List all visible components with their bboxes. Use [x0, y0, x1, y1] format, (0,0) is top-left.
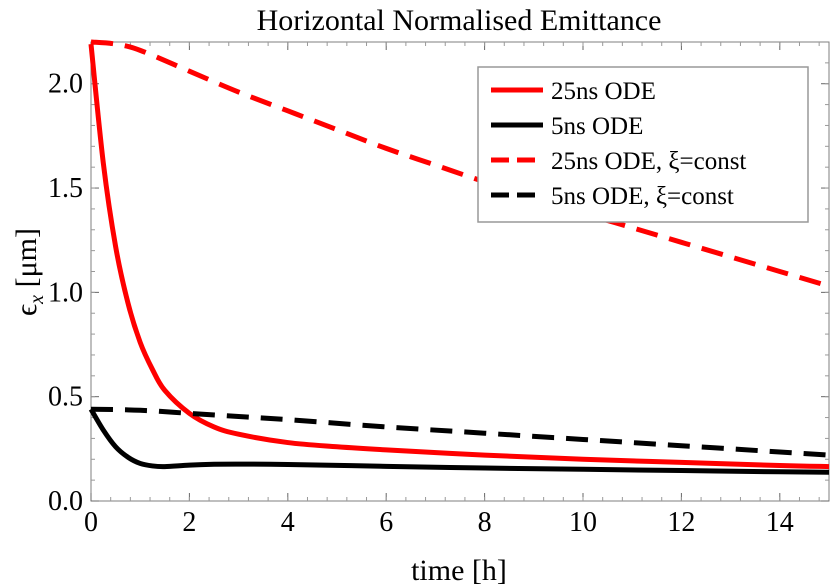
x-tick-label: 6: [379, 507, 393, 538]
y-axis-label: ϵx [μm]: [10, 228, 48, 316]
series-layer: [88, 39, 830, 475]
x-tick-label: 2: [182, 507, 196, 538]
legend-label-2: 5ns ODE: [551, 113, 643, 140]
y-tick-label: 0.0: [48, 486, 83, 517]
x-tick-label: 4: [281, 507, 295, 538]
series-line-4: [90, 406, 830, 458]
legend-label-4: 5ns ODE, ξ=const: [551, 183, 734, 210]
y-axis-label-subscript: x: [26, 295, 48, 305]
y-tick-label: 1.5: [48, 173, 83, 204]
axis-tick-labels: 0 2 4 6 8 10 12 14 0.0 0.5 1.0 1.5 2.0: [48, 69, 794, 538]
legend-label-1: 25ns ODE: [551, 78, 656, 105]
y-axis-label-unit: [μm]: [10, 228, 43, 295]
x-tick-label: 12: [667, 507, 695, 538]
y-tick-label: 1.0: [48, 277, 83, 308]
legend: 25ns ODE 5ns ODE 25ns ODE, ξ=const 5ns ODE,…: [477, 66, 809, 223]
series-line-2: [88, 407, 830, 475]
series-line-1: [88, 43, 830, 470]
series-line-3: [90, 39, 830, 289]
chart-title: Horizontal Normalised Emittance: [257, 4, 662, 37]
x-tick-label: 8: [478, 507, 492, 538]
axis-ticks: [90, 42, 829, 502]
x-tick-label: 14: [766, 507, 794, 538]
y-tick-label: 2.0: [48, 69, 83, 100]
y-axis-label-symbol: ϵ: [10, 304, 43, 316]
x-tick-label: 0: [84, 507, 98, 538]
legend-items: 25ns ODE 5ns ODE 25ns ODE, ξ=const 5ns ODE,…: [491, 78, 746, 210]
x-axis-label: time [h]: [411, 554, 507, 587]
legend-label-3: 25ns ODE, ξ=const: [551, 148, 746, 175]
x-tick-label: 10: [569, 507, 597, 538]
y-tick-label: 0.5: [48, 382, 83, 413]
